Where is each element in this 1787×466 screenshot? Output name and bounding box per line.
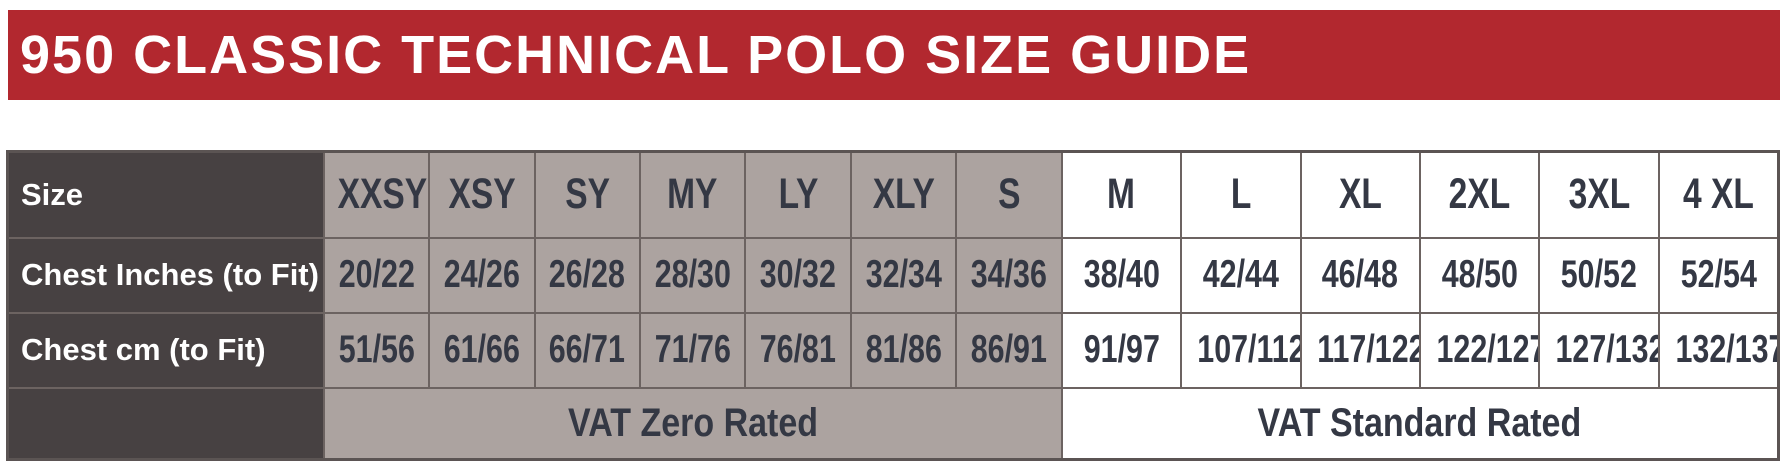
chest-inches-cell: 50/52 [1538, 236, 1660, 314]
chest-cm-cell: 71/76 [638, 311, 747, 389]
chest-cm-cell: 76/81 [744, 311, 852, 389]
vat-zero-rated-cell: VAT Zero Rated [322, 386, 1063, 461]
chest-inches-cell: 28/30 [638, 236, 747, 314]
chest-cm-cell: 107/112 [1180, 311, 1302, 389]
chest-inches-cell: 30/32 [744, 236, 852, 314]
chest-inches-cell: 42/44 [1180, 236, 1302, 314]
title-banner: 950 CLASSIC TECHNICAL POLO SIZE GUIDE [8, 10, 1780, 100]
chest-cm-row: Chest cm (to Fit) 51/56 61/66 66/71 71/7… [6, 311, 1780, 389]
vat-row-empty-cell [6, 386, 325, 461]
chest-cm-cell: 51/56 [322, 311, 431, 389]
chest-cm-cell: 61/66 [428, 311, 536, 389]
size-col-header: 3XL [1538, 150, 1660, 239]
vat-standard-rated-cell: VAT Standard Rated [1060, 386, 1780, 461]
chest-inches-cell: 48/50 [1418, 236, 1541, 314]
size-col-header: 2XL [1418, 150, 1541, 239]
size-guide-table: Size XXSY XSY SY MY LY XLY S M L XL 2XL … [6, 150, 1780, 461]
size-col-header: MY [638, 150, 747, 239]
chest-cm-cell: 86/91 [955, 311, 1063, 389]
chest-cm-cell: 132/137 [1657, 311, 1780, 389]
row-label-chest-cm: Chest cm (to Fit) [6, 311, 325, 389]
chest-inches-cell: 32/34 [849, 236, 958, 314]
size-col-header: L [1180, 150, 1302, 239]
size-col-header: XSY [428, 150, 536, 239]
chest-inches-cell: 20/22 [322, 236, 431, 314]
size-col-header: XLY [849, 150, 958, 239]
chest-cm-cell: 122/127 [1418, 311, 1541, 389]
chest-cm-cell: 117/122 [1299, 311, 1422, 389]
size-col-header: LY [744, 150, 852, 239]
vat-row: VAT Zero Rated VAT Standard Rated [6, 386, 1780, 461]
chest-inches-cell: 24/26 [428, 236, 536, 314]
row-label-size: Size [6, 150, 325, 239]
chest-inches-row: Chest Inches (to Fit) 20/22 24/26 26/28 … [6, 236, 1780, 314]
size-row: Size XXSY XSY SY MY LY XLY S M L XL 2XL … [6, 150, 1780, 239]
size-col-header: S [955, 150, 1063, 239]
chest-cm-cell: 127/132 [1538, 311, 1660, 389]
size-col-header: M [1060, 150, 1183, 239]
chest-inches-cell: 46/48 [1299, 236, 1422, 314]
size-col-header: XXSY [322, 150, 431, 239]
chest-cm-cell: 81/86 [849, 311, 958, 389]
row-label-chest-inches: Chest Inches (to Fit) [6, 236, 325, 314]
chest-inches-cell: 52/54 [1657, 236, 1780, 314]
size-col-header: XL [1299, 150, 1422, 239]
chest-inches-cell: 26/28 [533, 236, 641, 314]
page-title: 950 CLASSIC TECHNICAL POLO SIZE GUIDE [20, 25, 1252, 85]
size-col-header: 4 XL [1657, 150, 1780, 239]
size-col-header: SY [533, 150, 641, 239]
chest-inches-cell: 34/36 [955, 236, 1063, 314]
chest-cm-cell: 66/71 [533, 311, 641, 389]
chest-inches-cell: 38/40 [1060, 236, 1183, 314]
chest-cm-cell: 91/97 [1060, 311, 1183, 389]
